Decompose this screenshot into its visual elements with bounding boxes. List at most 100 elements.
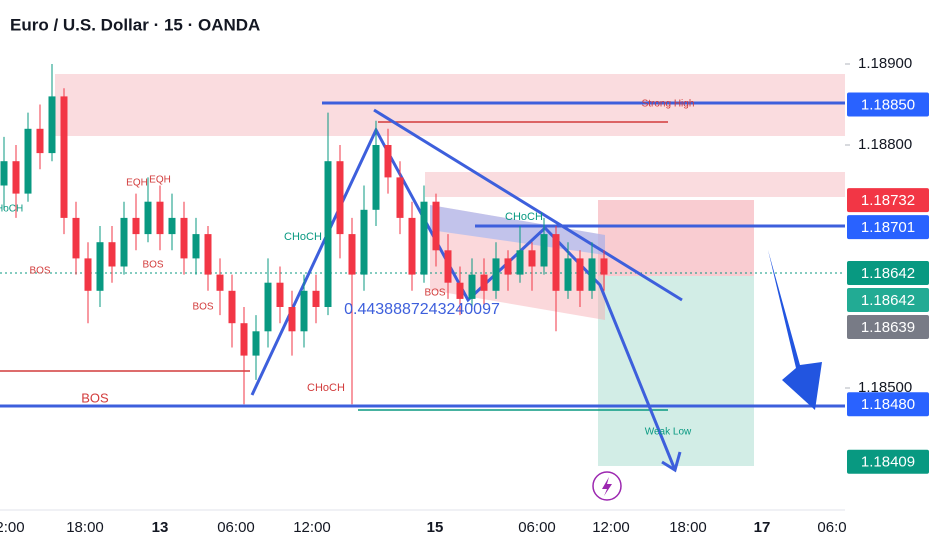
candle-body	[324, 161, 332, 307]
candle-body	[156, 201, 164, 235]
time-label: 18:00	[66, 519, 104, 536]
supply-zone	[425, 172, 845, 197]
supply-zone	[55, 74, 845, 136]
candle-body	[336, 161, 344, 235]
annotation: EQH	[126, 178, 148, 189]
time-label: 06:0	[817, 519, 846, 536]
time-label: 12:00	[293, 519, 331, 536]
annotation: BOS	[81, 390, 109, 405]
price-badge	[847, 314, 929, 339]
trend-line	[373, 108, 683, 302]
candle-body	[288, 307, 296, 332]
annotation: EQH	[149, 175, 171, 186]
candle-body	[96, 242, 104, 291]
candle-body	[600, 258, 608, 275]
candle-body	[132, 217, 140, 235]
price-badge	[847, 392, 929, 417]
candle-body	[540, 234, 548, 267]
candle-body	[384, 145, 392, 178]
candle-body	[228, 290, 236, 324]
time-label: 06:00	[518, 519, 556, 536]
candle-body	[552, 234, 560, 291]
event-icon-bolt	[602, 477, 612, 496]
candle-body	[528, 250, 536, 267]
candle-body	[60, 96, 68, 218]
arrow-head	[661, 451, 682, 473]
candle-body	[456, 282, 464, 299]
candle-body	[300, 290, 308, 332]
candle-body	[588, 258, 596, 291]
candle-body	[108, 242, 116, 267]
annotation: Weak Low	[645, 427, 692, 438]
price-badge	[847, 92, 929, 117]
candle-body	[444, 250, 452, 283]
price-badge	[847, 449, 929, 474]
event-icon[interactable]	[592, 471, 622, 501]
candles	[0, 64, 608, 405]
channel-top	[430, 205, 605, 255]
price-badge	[847, 188, 929, 213]
candle-body	[252, 331, 260, 356]
price-badge	[847, 287, 929, 312]
annotation: CHoCH	[0, 204, 23, 215]
candle-body	[144, 201, 152, 235]
price-badge-label: 1.18850	[861, 96, 915, 113]
price-badge-label: 1.18642	[861, 292, 915, 309]
candle-body	[564, 258, 572, 291]
candle-body	[516, 250, 524, 275]
candle-body	[408, 217, 416, 275]
time-label: 18:00	[669, 519, 707, 536]
annotation: 0.4438887243240097	[344, 301, 500, 318]
candle-body	[468, 274, 476, 299]
time-label: 13	[152, 519, 169, 536]
candle-body	[372, 145, 380, 210]
candle-body	[432, 201, 440, 251]
price-badge-label: 1.18642	[861, 265, 915, 282]
price-badge-label: 1.18701	[861, 219, 915, 236]
annotation: Strong High	[642, 99, 695, 110]
big-arrow	[768, 250, 822, 410]
chart-title: Euro / U.S. Dollar · 15 · OANDA	[10, 15, 260, 34]
candle-body	[492, 258, 500, 291]
price-badge-label: 1.18480	[861, 396, 915, 413]
price-badge-label: 1.18409	[861, 454, 915, 471]
price-tick-label: 1.18800	[858, 136, 912, 153]
time-label: 2:00	[0, 519, 25, 536]
price-badge-label: 1.18639	[861, 319, 915, 336]
annotation: BOS	[192, 302, 213, 313]
price-badge	[847, 260, 929, 285]
candle-body	[120, 217, 128, 267]
annotation: CHoCH	[505, 211, 543, 223]
time-label: 12:00	[592, 519, 630, 536]
candle-body	[168, 217, 176, 235]
candle-body	[84, 258, 92, 291]
candle-body	[72, 217, 80, 259]
annotation: BOS	[142, 260, 163, 271]
candle-body	[504, 258, 512, 275]
candle-body	[264, 282, 272, 332]
candle-body	[576, 258, 584, 291]
candle-body	[276, 282, 284, 307]
candle-body	[312, 290, 320, 307]
candle-body	[36, 128, 44, 154]
candle-body	[420, 201, 428, 275]
time-label: 17	[754, 519, 771, 536]
candle-body	[204, 234, 212, 275]
time-label: 15	[427, 519, 444, 536]
target-zone	[598, 276, 754, 466]
candle-body	[240, 323, 248, 356]
candle-body	[12, 161, 20, 194]
annotation: CHoCH	[284, 231, 322, 243]
annotation: BOS	[29, 266, 50, 277]
price-badge-label: 1.18732	[861, 192, 915, 209]
candle-body	[396, 177, 404, 218]
time-label: 06:00	[217, 519, 255, 536]
drawings	[0, 74, 845, 501]
candle-body	[192, 234, 200, 259]
candle-body	[0, 161, 8, 186]
annotation: CHoCH	[307, 382, 345, 394]
header-bg	[0, 0, 300, 42]
candle-body	[348, 234, 356, 275]
annotation: BOS	[424, 288, 445, 299]
